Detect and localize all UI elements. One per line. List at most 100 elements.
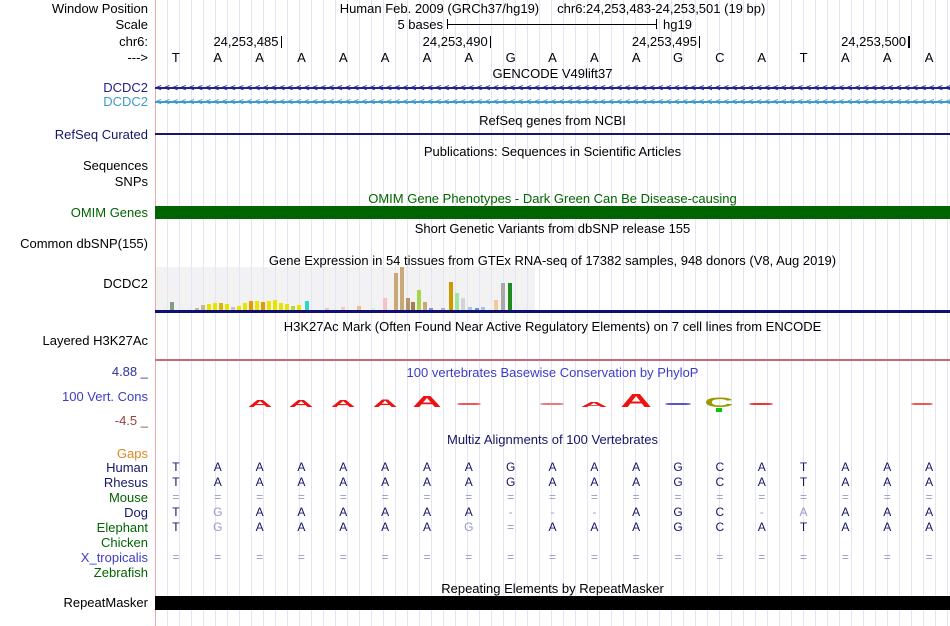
gtex-expression-bar[interactable]	[255, 301, 259, 310]
track-label-gtex-dcdc2[interactable]: DCDC2	[103, 276, 148, 291]
alignment-base: =	[507, 490, 515, 504]
gtex-expression-bar[interactable]	[371, 308, 375, 310]
gtex-expression-bar[interactable]	[305, 301, 309, 310]
gridline	[395, 0, 396, 626]
alignment-base: =	[841, 490, 849, 504]
gene-model-line[interactable]	[155, 87, 950, 89]
conservation-dash-glyph	[911, 403, 933, 405]
refseq-track-title[interactable]: RefSeq genes from NCBI	[479, 113, 626, 128]
multiz-species-label[interactable]: Rhesus	[103, 475, 148, 490]
gtex-expression-bar[interactable]	[341, 307, 345, 310]
gtex-expression-bar[interactable]	[261, 302, 265, 310]
gtex-expression-bar[interactable]	[267, 301, 271, 310]
gene-direction-chevrons[interactable]: <<<<<<<<<<<<<<<<<<<<<<<<<<<<<<<<<<<<<<<<…	[155, 81, 950, 94]
gridline	[275, 0, 276, 626]
gtex-expression-bar[interactable]	[195, 308, 199, 310]
gtex-expression-bar[interactable]	[411, 302, 415, 310]
alignment-base: =	[423, 490, 431, 504]
h3k27ac-track-title[interactable]: H3K27Ac Mark (Often Found Near Active Re…	[283, 319, 822, 334]
gtex-expression-bar[interactable]	[231, 307, 235, 310]
gridline	[239, 0, 240, 626]
gene-direction-chevrons[interactable]: <<<<<<<<<<<<<<<<<<<<<<<<<<<<<<<<<<<<<<<<…	[155, 95, 950, 108]
track-label-100-vert-cons[interactable]: 100 Vert. Cons	[62, 389, 148, 404]
multiz-gaps-label[interactable]: Gaps	[116, 446, 148, 461]
gencode-track-title[interactable]: GENCODE V49lift37	[492, 66, 613, 81]
gtex-expression-bar[interactable]	[461, 298, 465, 310]
conservation-track-title[interactable]: 100 vertebrates Basewise Conservation by…	[406, 365, 699, 380]
gridline	[407, 0, 408, 626]
gtex-expression-bar[interactable]	[201, 305, 205, 310]
gtex-expression-bar[interactable]	[417, 290, 421, 310]
gtex-expression-bar[interactable]	[279, 303, 283, 310]
multiz-species-label[interactable]: Elephant	[96, 520, 148, 535]
gridline	[359, 0, 360, 626]
gtex-expression-bar[interactable]	[429, 308, 433, 310]
gtex-expression-bar[interactable]	[170, 302, 174, 310]
gtex-expression-bar[interactable]	[475, 308, 479, 310]
gtex-expression-bar[interactable]	[508, 283, 512, 310]
omim-gene-bar[interactable]	[155, 206, 950, 219]
gtex-expression-bar[interactable]	[455, 293, 459, 310]
multiz-species-label[interactable]: Mouse	[108, 490, 148, 505]
multiz-species-label[interactable]: X_tropicalis	[80, 550, 148, 565]
gridline	[227, 0, 228, 626]
gtex-expression-bar[interactable]	[297, 305, 301, 310]
gtex-expression-bar[interactable]	[325, 308, 329, 310]
gtex-expression-bar[interactable]	[449, 282, 453, 310]
base-letter: A	[757, 50, 767, 65]
gene-model-line[interactable]	[155, 101, 950, 103]
gtex-expression-bar[interactable]	[273, 300, 277, 310]
gtex-expression-bar[interactable]	[237, 306, 241, 310]
alignment-base: T	[172, 520, 180, 534]
gtex-expression-bar[interactable]	[207, 304, 211, 310]
gridline	[335, 0, 336, 626]
gtex-expression-bar[interactable]	[225, 304, 229, 310]
dbsnp-track-title[interactable]: Short Genetic Variants from dbSNP releas…	[414, 221, 691, 236]
gtex-expression-bar[interactable]	[249, 301, 253, 310]
repeatmasker-element-bar[interactable]	[155, 596, 950, 610]
gtex-expression-bar[interactable]	[481, 307, 485, 310]
repeatmasker-track-title[interactable]: Repeating Elements by RepeatMasker	[441, 581, 664, 596]
track-label-dcdc2-gencode-1[interactable]: DCDC2	[103, 80, 148, 95]
track-label-omim-genes[interactable]: OMIM Genes	[70, 205, 148, 220]
multiz-species-label[interactable]: Dog	[124, 505, 148, 520]
h3k27ac-signal-line[interactable]	[155, 359, 950, 361]
gtex-expression-bar[interactable]	[291, 306, 295, 310]
gtex-expression-bar[interactable]	[357, 306, 361, 310]
alignment-base: =	[256, 490, 264, 504]
alignment-base: G	[673, 460, 683, 474]
refseq-curated-gene-line[interactable]	[155, 133, 950, 135]
conservation-letter-glyph: A	[239, 399, 281, 409]
multiz-species-label[interactable]: Human	[106, 460, 148, 475]
gtex-expression-bar[interactable]	[423, 302, 427, 310]
gtex-expression-bar[interactable]	[494, 300, 498, 310]
omim-track-title[interactable]: OMIM Gene Phenotypes - Dark Green Can Be…	[368, 191, 737, 206]
base-letter: T	[171, 50, 180, 65]
gtex-expression-bar[interactable]	[383, 298, 387, 310]
gtex-expression-bar[interactable]	[400, 267, 404, 310]
gtex-expression-bar[interactable]	[285, 304, 289, 310]
track-label-common-dbsnp[interactable]: Common dbSNP(155)	[20, 236, 148, 251]
publications-track-title[interactable]: Publications: Sequences in Scientific Ar…	[423, 144, 682, 159]
track-label-layered-h3k27ac[interactable]: Layered H3K27Ac	[42, 333, 148, 348]
gtex-expression-bar[interactable]	[441, 308, 445, 310]
multiz-species-label[interactable]: Zebrafish	[93, 565, 148, 580]
gridline	[551, 0, 552, 626]
gtex-expression-bar[interactable]	[501, 283, 505, 310]
gtex-expression-bar[interactable]	[394, 273, 398, 310]
track-label-snps[interactable]: SNPs	[114, 174, 148, 189]
gtex-expression-bar[interactable]	[219, 303, 223, 310]
gtex-expression-bar[interactable]	[406, 298, 410, 310]
track-label-dcdc2-gencode-2[interactable]: DCDC2	[103, 94, 148, 109]
multiz-species-label[interactable]: Chicken	[101, 535, 148, 550]
track-label-refseq-curated[interactable]: RefSeq Curated	[54, 127, 148, 142]
alignment-base: G	[673, 520, 683, 534]
gridline	[215, 0, 216, 626]
gtex-expression-bar[interactable]	[468, 307, 472, 310]
track-label-sequences[interactable]: Sequences	[82, 158, 148, 173]
multiz-track-title[interactable]: Multiz Alignments of 100 Vertebrates	[446, 432, 658, 447]
gtex-expression-bar[interactable]	[243, 303, 247, 310]
gtex-track-title[interactable]: Gene Expression in 54 tissues from GTEx …	[268, 253, 837, 268]
track-label-repeatmasker[interactable]: RepeatMasker	[63, 595, 148, 610]
gtex-expression-bar[interactable]	[213, 303, 217, 310]
